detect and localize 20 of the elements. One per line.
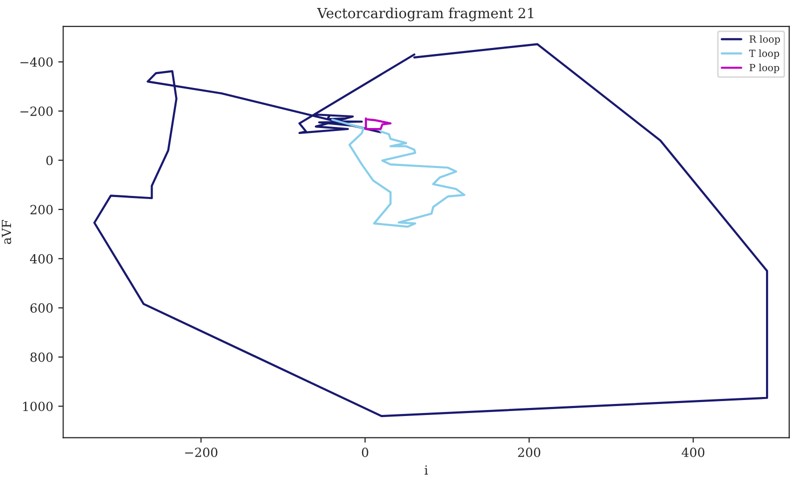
y-tick-label: 0 bbox=[46, 156, 53, 166]
y-tick-label: 1000 bbox=[23, 402, 53, 412]
y-tick-label: 200 bbox=[30, 204, 53, 214]
legend-label: R loop bbox=[750, 35, 780, 45]
x-tick-label: −200 bbox=[185, 448, 218, 458]
y-tick-label: 800 bbox=[30, 352, 53, 362]
y-tick-label: −400 bbox=[20, 57, 53, 67]
legend-label: T loop bbox=[749, 49, 780, 59]
x-tick-label: 400 bbox=[682, 448, 704, 458]
legend-label: P loop bbox=[750, 64, 780, 74]
chart-title: Vectorcardiogram fragment 21 bbox=[317, 8, 534, 22]
y-axis-title: aVF bbox=[2, 220, 12, 244]
y-tick-label: 600 bbox=[30, 303, 53, 313]
line-series bbox=[364, 117, 392, 130]
x-tick-label: 200 bbox=[518, 448, 540, 458]
x-axis-title: i bbox=[424, 465, 428, 475]
line-series bbox=[331, 118, 466, 228]
y-tick-label: −200 bbox=[20, 106, 53, 116]
x-tick-label: 0 bbox=[362, 448, 368, 458]
y-tick-label: 400 bbox=[30, 254, 53, 264]
